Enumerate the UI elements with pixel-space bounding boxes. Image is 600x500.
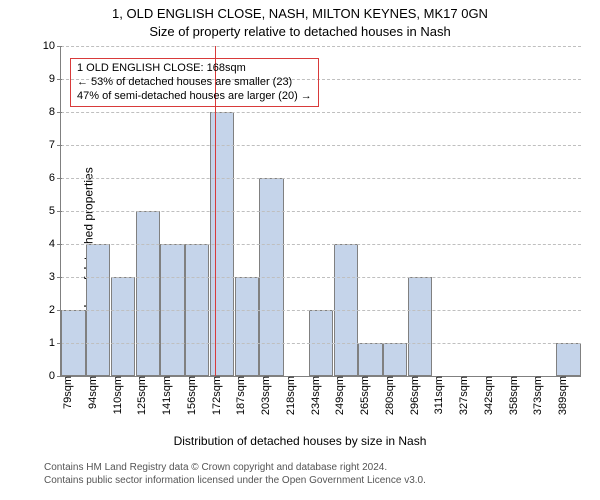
annotation-line: 47% of semi-detached houses are larger (… (77, 90, 312, 104)
y-tick: 2 (49, 304, 61, 316)
y-tick: 0 (49, 370, 61, 382)
x-tick: 218sqm (285, 376, 297, 415)
x-tick: 358sqm (508, 376, 520, 415)
y-tick: 8 (49, 106, 61, 118)
x-tick: 234sqm (310, 376, 322, 415)
gridline (61, 145, 581, 146)
bar (235, 277, 259, 376)
x-tick: 280sqm (384, 376, 396, 415)
gridline (61, 211, 581, 212)
y-tick: 1 (49, 337, 61, 349)
y-tick: 9 (49, 73, 61, 85)
y-tick: 4 (49, 238, 61, 250)
y-tick: 7 (49, 139, 61, 151)
x-tick: 342sqm (483, 376, 495, 415)
annotation-box: 1 OLD ENGLISH CLOSE: 168sqm← 53% of deta… (70, 58, 319, 107)
x-tick: 125sqm (136, 376, 148, 415)
x-tick: 94sqm (87, 376, 99, 409)
annotation-line: 1 OLD ENGLISH CLOSE: 168sqm (77, 62, 312, 76)
attribution-line2: Contains public sector information licen… (44, 475, 426, 488)
gridline (61, 277, 581, 278)
x-tick: 265sqm (359, 376, 371, 415)
x-tick: 389sqm (557, 376, 569, 415)
x-tick: 172sqm (211, 376, 223, 415)
chart-title-line2: Size of property relative to detached ho… (0, 24, 600, 39)
gridline (61, 46, 581, 47)
gridline (61, 112, 581, 113)
gridline (61, 343, 581, 344)
gridline (61, 178, 581, 179)
bar (111, 277, 135, 376)
y-tick: 3 (49, 271, 61, 283)
attribution-line1: Contains HM Land Registry data © Crown c… (44, 462, 426, 475)
x-tick: 141sqm (161, 376, 173, 415)
y-tick: 10 (43, 40, 61, 52)
attribution: Contains HM Land Registry data © Crown c… (44, 462, 426, 487)
x-tick: 156sqm (186, 376, 198, 415)
x-tick: 110sqm (112, 376, 124, 414)
y-tick: 6 (49, 172, 61, 184)
gridline (61, 244, 581, 245)
chart-title-line1: 1, OLD ENGLISH CLOSE, NASH, MILTON KEYNE… (0, 6, 600, 21)
x-tick: 187sqm (235, 376, 247, 415)
x-tick: 327sqm (458, 376, 470, 415)
y-tick: 5 (49, 205, 61, 217)
bar (136, 211, 160, 376)
x-tick: 373sqm (532, 376, 544, 415)
bar (358, 343, 382, 376)
x-tick: 249sqm (334, 376, 346, 415)
bar (556, 343, 580, 376)
x-tick: 311sqm (433, 376, 445, 414)
x-tick: 296sqm (409, 376, 421, 415)
x-axis-label: Distribution of detached houses by size … (0, 434, 600, 448)
gridline (61, 310, 581, 311)
x-tick: 203sqm (260, 376, 272, 415)
x-tick: 79sqm (62, 376, 74, 409)
bar (383, 343, 407, 376)
annotation-line: ← 53% of detached houses are smaller (23… (77, 76, 312, 90)
bar (408, 277, 432, 376)
